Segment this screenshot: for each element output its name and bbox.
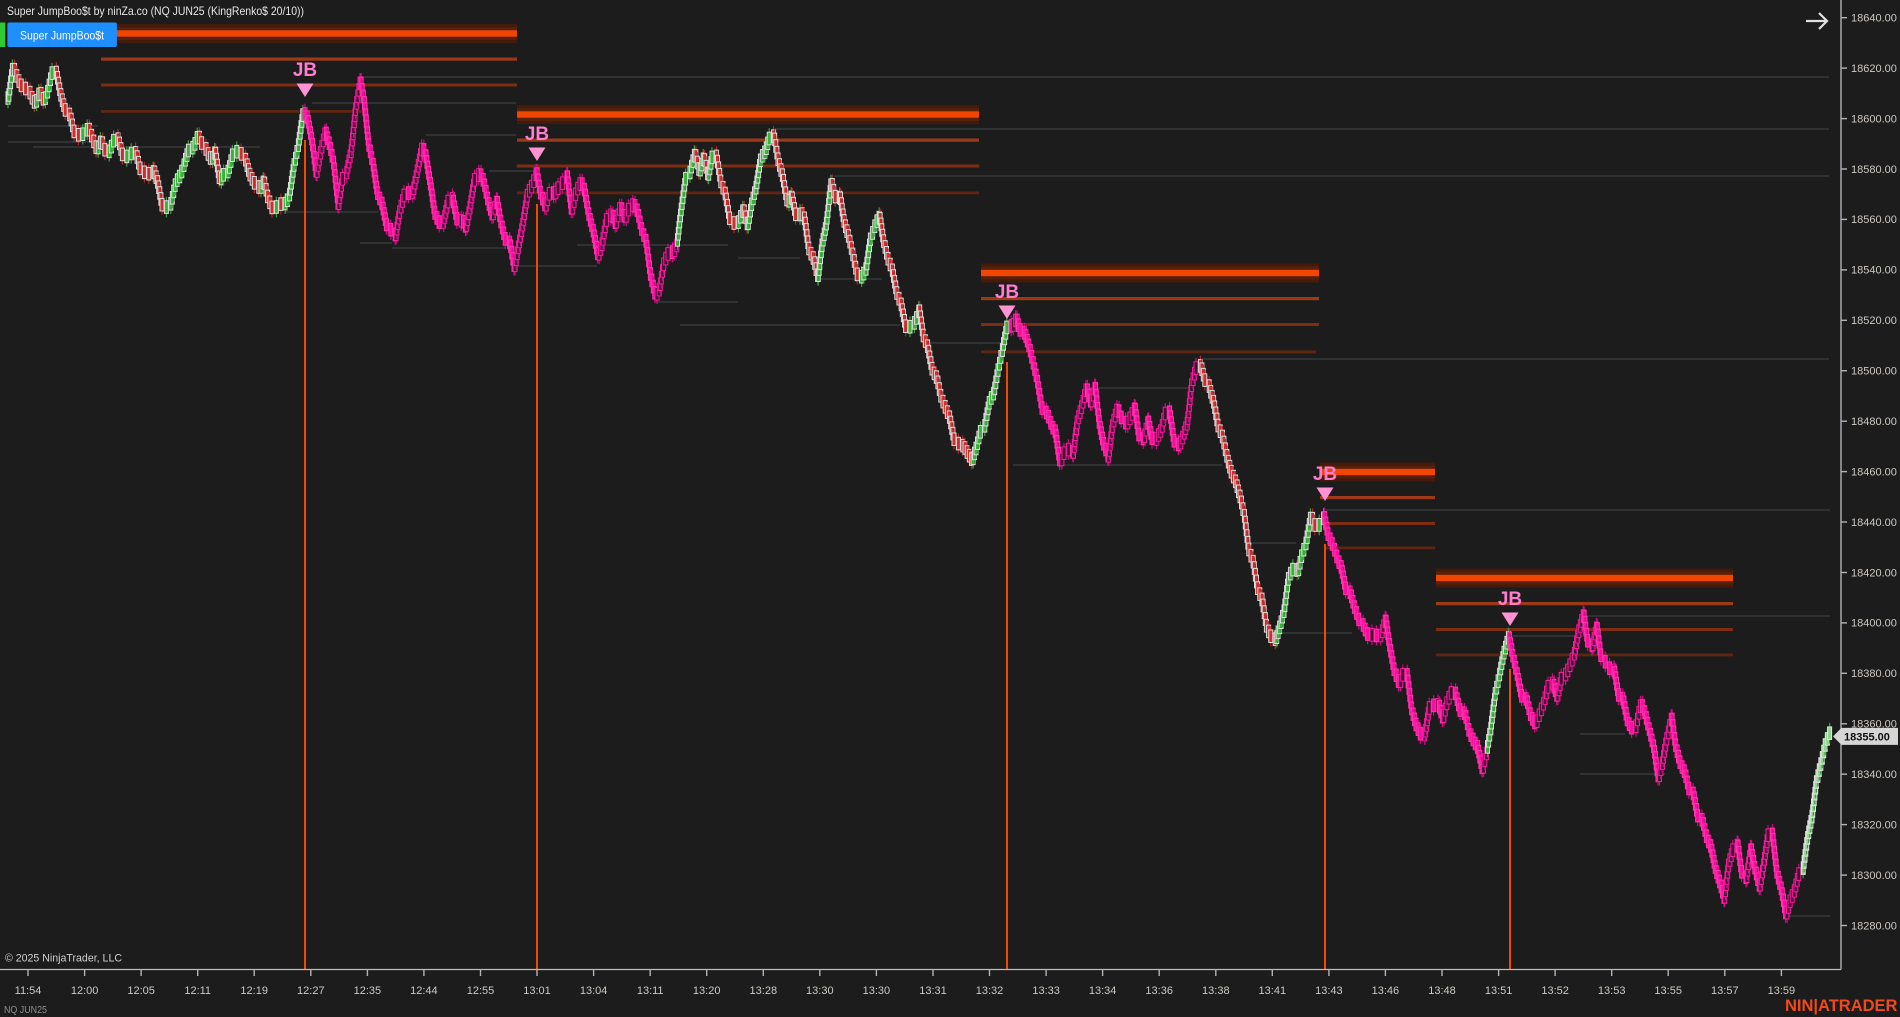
svg-text:13:59: 13:59: [1768, 985, 1796, 997]
svg-text:18480.00: 18480.00: [1851, 416, 1897, 428]
svg-text:18320.00: 18320.00: [1851, 819, 1897, 831]
svg-text:13:38: 13:38: [1202, 985, 1230, 997]
svg-text:13:48: 13:48: [1428, 985, 1456, 997]
svg-text:12:19: 12:19: [240, 985, 268, 997]
svg-text:18600.00: 18600.00: [1851, 113, 1897, 125]
svg-text:13:53: 13:53: [1598, 985, 1626, 997]
svg-text:13:11: 13:11: [637, 985, 664, 997]
svg-text:NIN|ATRADER: NIN|ATRADER: [1785, 997, 1898, 1015]
svg-text:12:00: 12:00: [71, 985, 99, 997]
svg-text:JB: JB: [293, 60, 317, 81]
svg-text:13:57: 13:57: [1711, 985, 1739, 997]
svg-text:18560.00: 18560.00: [1851, 214, 1897, 226]
svg-text:18355.00: 18355.00: [1844, 731, 1890, 743]
svg-text:18460.00: 18460.00: [1851, 466, 1897, 478]
svg-text:13:52: 13:52: [1541, 985, 1569, 997]
svg-text:12:55: 12:55: [467, 985, 495, 997]
svg-text:JB: JB: [995, 282, 1019, 303]
svg-text:18380.00: 18380.00: [1851, 668, 1897, 680]
svg-text:13:01: 13:01: [523, 985, 551, 997]
svg-text:12:44: 12:44: [410, 985, 438, 997]
svg-text:18520.00: 18520.00: [1851, 315, 1897, 327]
svg-text:13:33: 13:33: [1032, 985, 1060, 997]
svg-text:12:35: 12:35: [354, 985, 382, 997]
svg-text:18340.00: 18340.00: [1851, 769, 1897, 781]
svg-text:Super JumpBoo$t: Super JumpBoo$t: [20, 29, 105, 43]
svg-text:13:43: 13:43: [1315, 985, 1343, 997]
svg-text:13:04: 13:04: [580, 985, 608, 997]
svg-text:18500.00: 18500.00: [1851, 366, 1897, 378]
svg-text:13:28: 13:28: [750, 985, 778, 997]
svg-text:JB: JB: [1313, 464, 1337, 485]
svg-text:13:30: 13:30: [863, 985, 891, 997]
svg-text:18440.00: 18440.00: [1851, 517, 1897, 529]
svg-text:18400.00: 18400.00: [1851, 618, 1897, 630]
svg-text:12:05: 12:05: [127, 985, 155, 997]
svg-text:Super JumpBoo$t by ninZa.co (N: Super JumpBoo$t by ninZa.co (NQ JUN25 (K…: [7, 4, 304, 18]
svg-text:13:32: 13:32: [976, 985, 1004, 997]
svg-text:13:36: 13:36: [1145, 985, 1173, 997]
svg-text:18280.00: 18280.00: [1851, 920, 1897, 932]
svg-text:13:51: 13:51: [1485, 985, 1513, 997]
svg-text:18420.00: 18420.00: [1851, 567, 1897, 579]
svg-text:18580.00: 18580.00: [1851, 164, 1897, 176]
svg-text:18300.00: 18300.00: [1851, 870, 1897, 882]
svg-text:13:31: 13:31: [919, 985, 947, 997]
svg-text:18540.00: 18540.00: [1851, 265, 1897, 277]
svg-text:13:34: 13:34: [1089, 985, 1117, 997]
svg-text:JB: JB: [1498, 589, 1522, 610]
svg-text:18640.00: 18640.00: [1851, 13, 1897, 25]
svg-text:13:30: 13:30: [806, 985, 834, 997]
svg-text:© 2025 NinjaTrader, LLC: © 2025 NinjaTrader, LLC: [5, 953, 122, 965]
svg-text:13:20: 13:20: [693, 985, 721, 997]
svg-text:12:27: 12:27: [297, 985, 325, 997]
svg-text:11:54: 11:54: [15, 985, 42, 997]
svg-text:12:11: 12:11: [184, 985, 211, 997]
svg-text:JB: JB: [525, 124, 549, 145]
svg-text:13:41: 13:41: [1259, 985, 1287, 997]
svg-text:18360.00: 18360.00: [1851, 719, 1897, 731]
svg-text:18620.00: 18620.00: [1851, 63, 1897, 75]
svg-text:13:46: 13:46: [1372, 985, 1400, 997]
svg-text:NQ JUN25: NQ JUN25: [4, 1004, 47, 1016]
svg-text:13:55: 13:55: [1654, 985, 1682, 997]
